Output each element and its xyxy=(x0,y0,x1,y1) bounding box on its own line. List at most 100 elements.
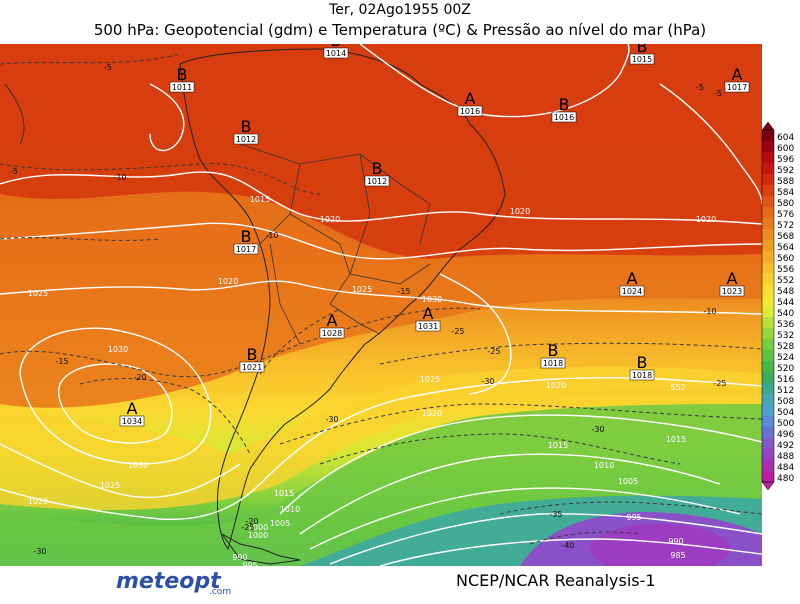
colorbar-level-label: 484 xyxy=(777,463,794,473)
field-band-north xyxy=(0,44,762,260)
colorbar-level-label: 492 xyxy=(777,441,794,451)
pressure-value: 1034 xyxy=(122,417,142,426)
data-source-credit: NCEP/NCAR Reanalysis-1 xyxy=(456,571,656,590)
south-america-coast xyxy=(179,48,506,551)
isotherm-label: -25 xyxy=(487,347,500,356)
isotherm-label: -30 xyxy=(325,415,338,424)
high-pressure-marker: A xyxy=(127,399,138,418)
meteopt-logo: meteopt .com xyxy=(114,566,274,600)
colorbar-level-label: 572 xyxy=(777,221,794,231)
pressure-value: 1014 xyxy=(326,49,346,58)
colorbar-level-label: 488 xyxy=(777,452,794,462)
pressure-value: 1031 xyxy=(418,322,438,331)
pressure-value: 1016 xyxy=(554,113,574,122)
colorbar-swatch xyxy=(762,229,774,241)
isotherm-label: -30 xyxy=(481,377,494,386)
isotherm-label: -25 xyxy=(241,523,254,532)
isobar-label: 1025 xyxy=(420,375,440,384)
isobar-label: 1025 xyxy=(100,481,120,490)
isobar-label: 1020 xyxy=(546,381,566,390)
colorbar-swatch xyxy=(762,185,774,197)
colorbar-frame xyxy=(761,129,775,483)
colorbar-swatch xyxy=(762,438,774,450)
isotherm-label: -5 xyxy=(104,63,112,72)
low-pressure-marker: B xyxy=(559,95,570,114)
weather-map: A 1016 A 1017 A 1028 A 1031 A 1034 A 1024 A 1023 B 1011… xyxy=(0,44,762,566)
isobar-label: 1020 xyxy=(422,409,442,418)
colorbar-level-label: 504 xyxy=(777,408,794,418)
logo-suffix: .com xyxy=(209,587,231,597)
map-title: 500 hPa: Geopotencial (gdm) e Temperatur… xyxy=(93,21,707,39)
colorbar-level-label: 536 xyxy=(777,320,794,330)
low-pressure-marker: B xyxy=(372,159,383,178)
pressure-value-box xyxy=(457,105,483,117)
isobar-label: 1030 xyxy=(128,461,148,470)
isotherm-label: -5 xyxy=(10,167,18,176)
colorbar-level-label: 480 xyxy=(777,474,794,484)
colorbar-swatch xyxy=(762,141,774,153)
isotherm-label: -15 xyxy=(397,287,410,296)
colorbar-level-label: 600 xyxy=(777,144,794,154)
colorbar-swatch xyxy=(762,427,774,439)
colorbar-swatch xyxy=(762,240,774,252)
pressure-value-box xyxy=(319,327,345,339)
colorbar-level-label: 548 xyxy=(777,287,794,297)
colorbar-level-label: 596 xyxy=(777,155,794,165)
isotherm-label: -10 xyxy=(265,231,278,240)
low-pressure-marker: B xyxy=(177,65,188,84)
isobar-label: 1020 xyxy=(696,215,716,224)
colorbar-level-label: 516 xyxy=(777,375,794,385)
pressure-value: 1024 xyxy=(622,287,642,296)
colorbar-level-label: 512 xyxy=(777,386,794,396)
pressure-value: 1023 xyxy=(722,287,742,296)
colorbar-swatch xyxy=(762,251,774,263)
isobar-label: 995 xyxy=(626,513,641,522)
colorbar-swatch xyxy=(762,317,774,329)
logo-text: meteopt xyxy=(116,569,222,594)
pressure-value-box xyxy=(323,47,349,59)
isotherm-label: -30 xyxy=(33,547,46,556)
low-pressure-marker: B xyxy=(637,353,648,372)
country-borders xyxy=(239,143,431,345)
isotherm-label: -20 xyxy=(245,517,258,526)
pressure-value-box xyxy=(233,243,259,255)
isobar-label: 1010 xyxy=(280,505,300,514)
colorbar-bottom-arrow xyxy=(761,481,775,491)
colorbar-level-label: 580 xyxy=(777,199,794,209)
pressure-value: 1015 xyxy=(632,55,652,64)
colorbar-level-label: 568 xyxy=(777,232,794,242)
high-pressure-marker: A xyxy=(627,269,638,288)
geopotential-label: 552 xyxy=(670,383,685,392)
isobar-label: 1025 xyxy=(352,285,372,294)
colorbar-level-label: 532 xyxy=(777,331,794,341)
low-pressure-marker: B xyxy=(637,44,648,56)
pressure-value-box xyxy=(719,285,745,297)
field-band-orange xyxy=(0,191,762,408)
colorbar-level-label: 520 xyxy=(777,364,794,374)
isotherm-label: -10 xyxy=(113,173,126,182)
isobar-label: 990 xyxy=(668,537,683,546)
colorbar-swatch xyxy=(762,284,774,296)
isobars xyxy=(0,44,762,566)
isobar-label: 1030 xyxy=(422,295,442,304)
colorbar-swatch xyxy=(762,361,774,373)
isobar-label: 1020 xyxy=(218,277,238,286)
colorbar-swatch xyxy=(762,383,774,395)
high-pressure-marker: A xyxy=(327,311,338,330)
colorbar-level-label: 544 xyxy=(777,298,794,308)
colorbar-level-label: 552 xyxy=(777,276,794,286)
colorbar-top-arrow xyxy=(761,121,775,131)
colorbar-level-label: 556 xyxy=(777,265,794,275)
isobar-label: 1025 xyxy=(28,289,48,298)
low-pressure-marker: B xyxy=(548,341,559,360)
high-pressure-marker: A xyxy=(423,304,434,323)
colorbar-swatch xyxy=(762,350,774,362)
colorbar-swatch xyxy=(762,328,774,340)
pressure-value-box xyxy=(629,53,655,65)
colorbar-level-label: 496 xyxy=(777,430,794,440)
map-date: Ter, 02Ago1955 00Z xyxy=(329,2,471,18)
isobar-label: 1020 xyxy=(28,497,48,506)
isotherm-label: -35 xyxy=(549,510,562,519)
low-pressure-marker: B xyxy=(331,44,342,50)
colorbar-swatch xyxy=(762,262,774,274)
